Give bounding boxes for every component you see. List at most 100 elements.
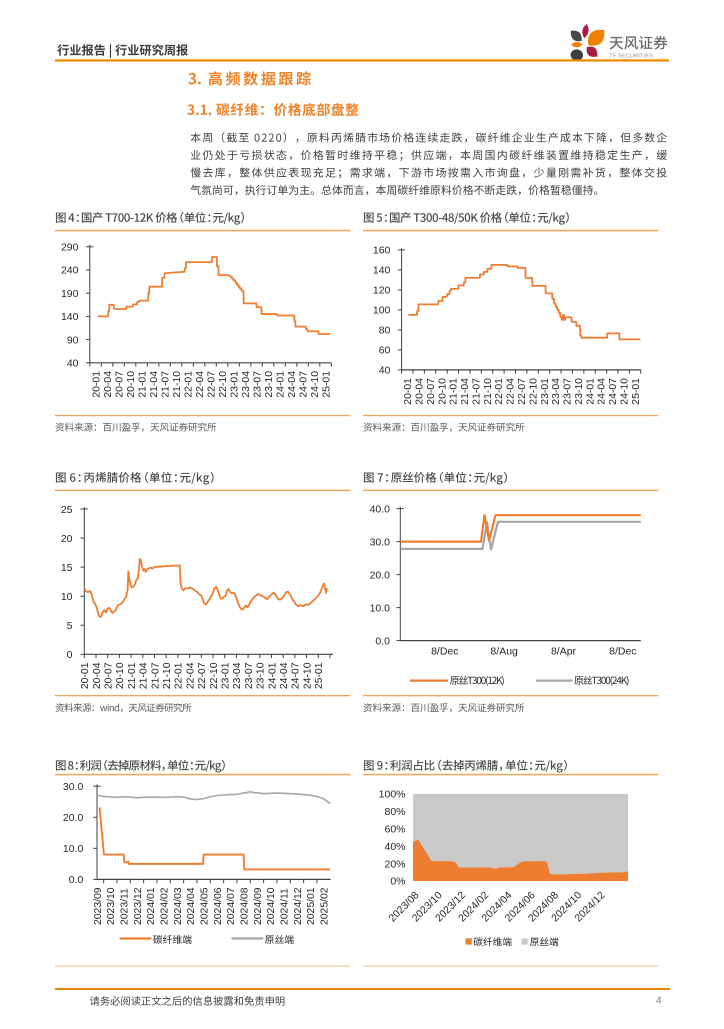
svg-text:20-01: 20-01: [80, 662, 91, 689]
svg-text:0.0: 0.0: [69, 874, 84, 886]
svg-text:21-07: 21-07: [471, 378, 482, 405]
svg-text:24-10: 24-10: [302, 662, 313, 689]
svg-text:21-04: 21-04: [139, 662, 150, 689]
svg-text:23-07: 23-07: [252, 371, 263, 398]
svg-text:80%: 80%: [384, 806, 405, 818]
svg-text:20-10: 20-10: [115, 662, 126, 689]
svg-text:8/Dec: 8/Dec: [609, 646, 636, 658]
svg-text:20-01: 20-01: [403, 378, 414, 405]
svg-text:30.0: 30.0: [370, 536, 391, 548]
svg-text:2023/10: 2023/10: [106, 887, 117, 925]
svg-text:25: 25: [61, 504, 73, 516]
svg-text:2025/02: 2025/02: [319, 887, 330, 925]
svg-text:TF SECURITIES: TF SECURITIES: [609, 53, 653, 59]
svg-text:20-04: 20-04: [103, 371, 114, 398]
svg-text:22-07: 22-07: [206, 371, 217, 398]
svg-text:20-04: 20-04: [414, 378, 425, 405]
svg-text:240: 240: [61, 265, 79, 277]
svg-text:80: 80: [379, 325, 391, 337]
svg-text:23-10: 23-10: [574, 378, 585, 405]
svg-text:21-01: 21-01: [127, 662, 138, 689]
svg-text:24-04: 24-04: [287, 371, 298, 398]
svg-text:20: 20: [61, 533, 73, 545]
svg-text:20-10: 20-10: [437, 378, 448, 405]
svg-text:22-01: 22-01: [183, 371, 194, 398]
svg-text:21-07: 21-07: [160, 371, 171, 398]
svg-text:21-10: 21-10: [483, 378, 494, 405]
svg-text:90: 90: [67, 334, 79, 346]
svg-text:22-04: 22-04: [506, 378, 517, 405]
svg-text:23-01: 23-01: [540, 378, 551, 405]
svg-text:20-10: 20-10: [126, 371, 137, 398]
svg-text:2023/12: 2023/12: [133, 887, 144, 925]
svg-text:21-10: 21-10: [172, 371, 183, 398]
svg-text:2023/11: 2023/11: [119, 888, 130, 925]
svg-text:10.0: 10.0: [370, 602, 391, 614]
svg-text:2024/10: 2024/10: [266, 887, 277, 925]
svg-text:30.0: 30.0: [63, 781, 84, 793]
svg-text:2024/06: 2024/06: [213, 887, 224, 925]
svg-text:20-07: 20-07: [104, 662, 115, 689]
svg-text:15: 15: [61, 562, 73, 574]
svg-text:2024/01: 2024/01: [146, 887, 157, 925]
svg-text:22-07: 22-07: [517, 378, 528, 405]
svg-text:20-01: 20-01: [91, 371, 102, 398]
svg-text:23-07: 23-07: [244, 662, 255, 689]
svg-text:22-07: 22-07: [197, 662, 208, 689]
svg-text:0.0: 0.0: [375, 635, 390, 647]
svg-text:23-07: 23-07: [563, 378, 574, 405]
svg-text:23-04: 23-04: [232, 662, 243, 689]
svg-text:22-10: 22-10: [209, 662, 220, 689]
svg-text:2023/09: 2023/09: [93, 887, 104, 925]
svg-text:2024/03: 2024/03: [173, 887, 184, 925]
svg-text:22-04: 22-04: [195, 371, 206, 398]
svg-text:8/Apr: 8/Apr: [551, 646, 577, 658]
svg-text:24-10: 24-10: [620, 378, 631, 405]
svg-text:20-07: 20-07: [426, 378, 437, 405]
svg-text:20%: 20%: [384, 858, 405, 870]
svg-text:2024/02: 2024/02: [159, 887, 170, 925]
svg-text:120: 120: [373, 285, 391, 297]
svg-text:25-01: 25-01: [631, 378, 642, 405]
svg-text:2024/07: 2024/07: [226, 887, 237, 925]
svg-text:21-07: 21-07: [150, 662, 161, 689]
svg-text:23-01: 23-01: [229, 371, 240, 398]
svg-text:40: 40: [379, 365, 391, 377]
svg-text:23-10: 23-10: [256, 662, 267, 689]
svg-text:2024/09: 2024/09: [253, 887, 264, 925]
svg-text:22-10: 22-10: [218, 371, 229, 398]
svg-text:5: 5: [67, 620, 73, 632]
svg-text:20-04: 20-04: [92, 662, 103, 689]
svg-text:24-07: 24-07: [291, 662, 302, 689]
svg-text:190: 190: [61, 288, 79, 300]
svg-text:140: 140: [373, 265, 391, 277]
svg-text:21-01: 21-01: [449, 378, 460, 405]
svg-text:40%: 40%: [384, 841, 405, 853]
svg-text:2024/11: 2024/11: [279, 888, 290, 925]
svg-text:24-01: 24-01: [585, 378, 596, 405]
svg-text:22-01: 22-01: [174, 662, 185, 689]
svg-text:140: 140: [61, 311, 79, 323]
svg-text:100: 100: [373, 305, 391, 317]
svg-text:22-04: 22-04: [185, 662, 196, 689]
svg-text:2024/08: 2024/08: [239, 887, 250, 925]
svg-text:25-01: 25-01: [314, 662, 325, 689]
svg-text:23-04: 23-04: [241, 371, 252, 398]
svg-text:22-10: 22-10: [528, 378, 539, 405]
svg-text:24-04: 24-04: [597, 378, 608, 405]
svg-text:21-01: 21-01: [137, 371, 148, 398]
svg-text:8/Dec: 8/Dec: [431, 646, 458, 658]
svg-text:8/Aug: 8/Aug: [490, 646, 518, 658]
svg-text:24-04: 24-04: [279, 662, 290, 689]
svg-text:0: 0: [67, 649, 73, 661]
svg-text:60: 60: [379, 345, 391, 357]
svg-text:4: 4: [656, 996, 662, 1007]
svg-text:24-01: 24-01: [267, 662, 278, 689]
svg-text:2024/05: 2024/05: [199, 887, 210, 925]
svg-text:40: 40: [67, 358, 79, 370]
svg-text:20-07: 20-07: [114, 371, 125, 398]
svg-text:23-10: 23-10: [264, 371, 275, 398]
svg-text:22-01: 22-01: [494, 378, 505, 405]
svg-text:2024/04: 2024/04: [186, 887, 197, 925]
svg-text:2025/01: 2025/01: [306, 887, 317, 925]
